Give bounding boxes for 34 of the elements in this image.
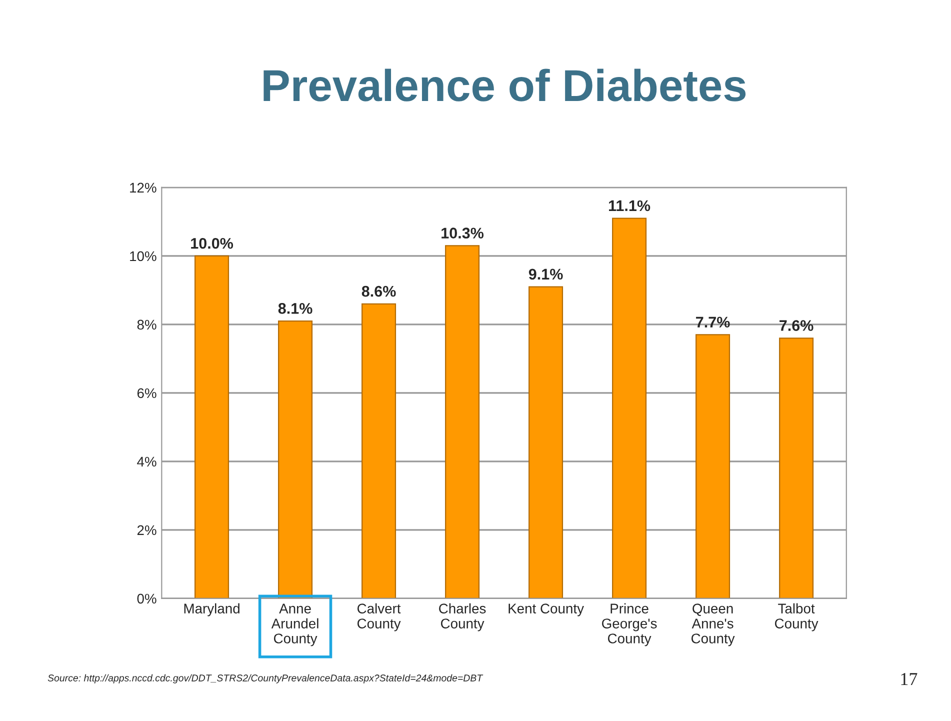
bar — [362, 303, 396, 598]
data-label: 8.6% — [362, 286, 396, 297]
bar — [612, 218, 647, 598]
y-tick-label: 6% — [137, 388, 156, 398]
y-tick-label: 8% — [137, 320, 156, 330]
bar — [696, 334, 730, 598]
data-label: 9.1% — [528, 268, 563, 280]
text: 17 — [901, 673, 918, 685]
x-tick-label: Anne Arundel County — [271, 604, 318, 646]
bar — [278, 320, 313, 598]
data-label: 7.7% — [696, 316, 730, 328]
x-tick-label: Charles County — [439, 603, 486, 632]
x-tick-label: Maryland — [184, 603, 240, 616]
bar — [194, 255, 230, 598]
y-tick-label: 0% — [137, 594, 156, 604]
data-label: 10.0% — [191, 238, 234, 249]
bar — [528, 286, 564, 598]
data-label: 10.3% — [442, 228, 484, 239]
y-tick-label: 2% — [137, 525, 156, 536]
source-note: Source: http://apps.nccd.cdc.gov/DDT_STRS2/CountyPrevalenceData.aspx?StateId=24&mode=DBT — [48, 674, 484, 684]
data-label: 8.1% — [278, 303, 312, 314]
y-tick-label: 4% — [137, 456, 156, 467]
x-tick-label: Queen Anne's County — [691, 604, 735, 646]
y-tick-label: 12% — [130, 182, 156, 193]
x-tick-label: Calvert County — [357, 603, 401, 632]
x-tick-label: Prince George's County — [602, 603, 657, 646]
bar — [445, 245, 480, 598]
x-tick-label: Kent County — [508, 604, 584, 616]
data-label: 7.6% — [780, 320, 814, 331]
data-label: 11.1% — [609, 200, 650, 212]
x-tick-label: Talbot County — [774, 603, 818, 632]
chart-title: Prevalence of Diabetes — [264, 68, 746, 102]
y-tick-label: 10% — [130, 251, 156, 262]
bar — [779, 338, 814, 598]
